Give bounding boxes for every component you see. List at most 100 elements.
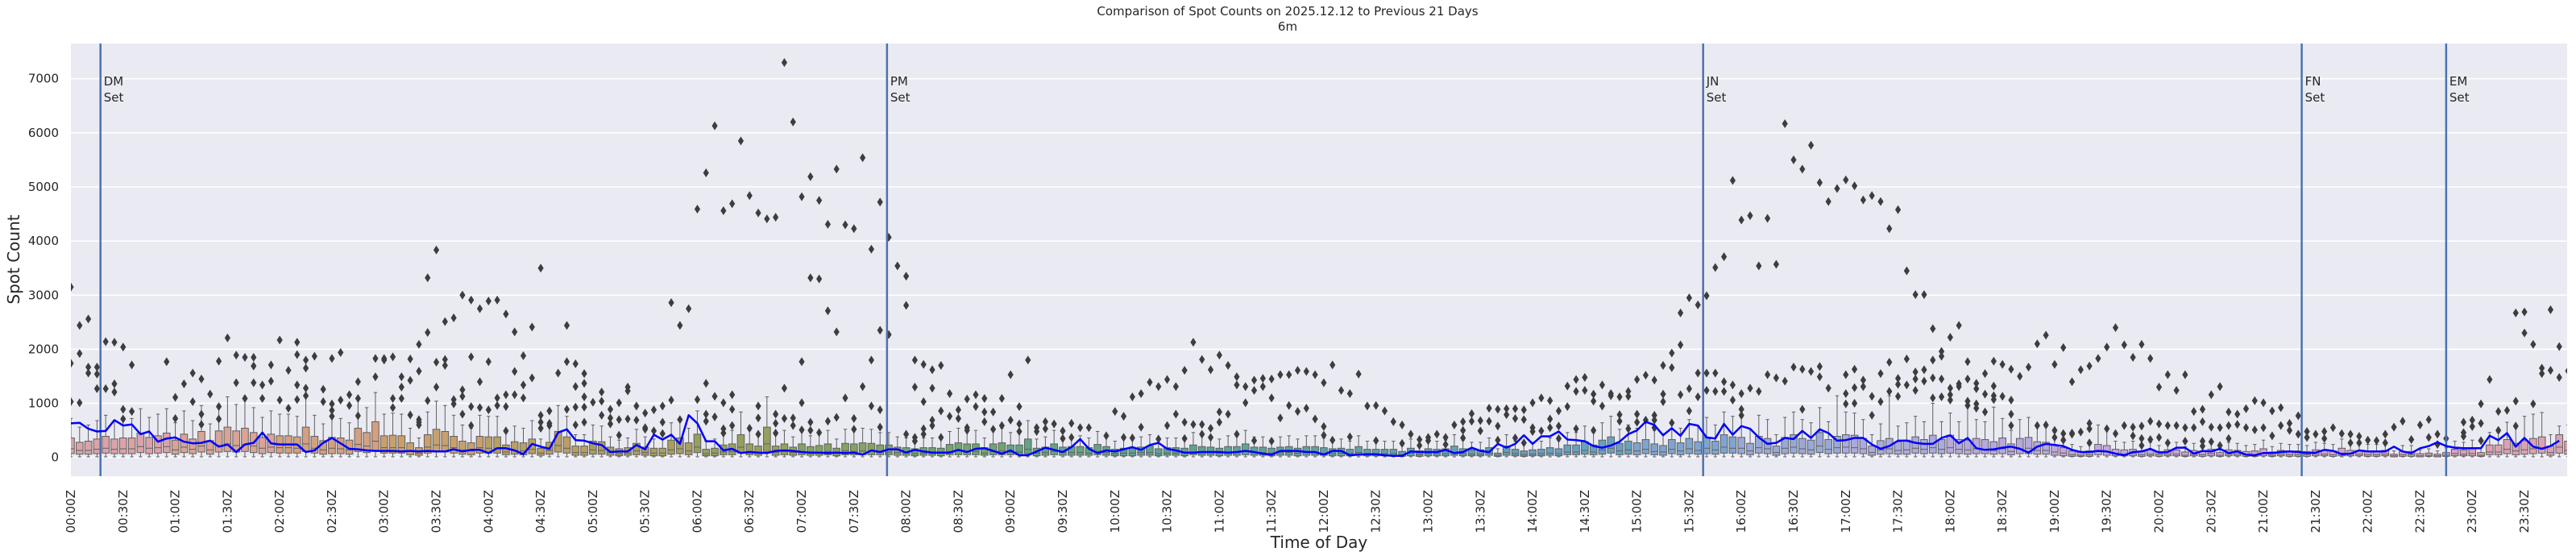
outlier-point (1816, 372, 1823, 382)
outlier-point (824, 417, 832, 426)
outlier-point (1625, 424, 1632, 433)
gridlines (71, 77, 2567, 458)
outlier-point (2478, 418, 2484, 428)
outlier-point (1451, 420, 1458, 429)
x-tick-label: 16:30Z (1786, 490, 1801, 533)
outlier-point (1660, 389, 1666, 399)
box-body (1076, 446, 1085, 456)
x-tick-label: 16:00Z (1734, 490, 1748, 533)
box-body (589, 441, 597, 455)
outlier-point (773, 409, 779, 419)
outlier-point (1164, 421, 1171, 430)
outlier-point (503, 426, 509, 436)
outlier-point (2269, 406, 2275, 416)
x-tick-label: 10:30Z (1160, 490, 1175, 533)
outlier-point (1894, 380, 1902, 389)
box-body (2155, 450, 2163, 457)
outlier-point (2199, 442, 2206, 451)
box-body (1668, 439, 1676, 454)
outlier-point (102, 337, 109, 346)
outlier-point (1721, 252, 1728, 262)
box-body (963, 443, 971, 455)
outlier-point (120, 414, 127, 424)
outlier-point (1903, 355, 1910, 364)
outlier-point (1851, 399, 1858, 409)
outlier-point (1468, 417, 1475, 426)
outlier-point (1417, 435, 1423, 445)
box (1824, 421, 1832, 458)
y-tick-label: 0 (51, 450, 59, 465)
box (310, 414, 319, 458)
outlier-point (1147, 377, 1153, 387)
box-body (110, 438, 118, 454)
outlier-point (1338, 385, 1345, 395)
outlier-point (1799, 164, 1806, 174)
outlier-point (694, 205, 701, 214)
outlier-point (302, 355, 309, 365)
box (1023, 420, 1032, 458)
outlier-point (2155, 419, 2163, 429)
outlier-point (1286, 370, 1292, 380)
x-tick-label: 00:30Z (116, 490, 131, 533)
outlier-point (2278, 403, 2284, 413)
y-tick-label: 7000 (28, 72, 59, 86)
outlier-point (1120, 433, 1127, 442)
outlier-point (85, 368, 92, 378)
set-line-suffix: Set (2305, 90, 2325, 105)
outlier-point (1947, 333, 1953, 342)
box-body (1224, 446, 1232, 456)
outlier-point (2460, 417, 2467, 427)
outlier-point (1999, 392, 2006, 401)
box (223, 396, 232, 458)
outlier-point (920, 359, 927, 369)
outlier-point (599, 387, 605, 396)
outlier-point (512, 367, 518, 376)
outlier-point (1573, 375, 1579, 384)
box-body (1241, 443, 1250, 455)
outlier-point (2391, 422, 2397, 432)
x-tick-label: 04:30Z (533, 490, 548, 533)
outlier-point (2138, 433, 2145, 443)
outlier-point (1851, 364, 1858, 374)
outlier-point (1843, 370, 1849, 380)
box (1981, 421, 1989, 458)
outlier-point (1990, 381, 1997, 391)
box (1154, 439, 1163, 458)
box (1137, 436, 1145, 458)
box (75, 426, 84, 458)
outlier-point (381, 355, 388, 365)
outlier-point (659, 401, 666, 411)
outlier-point (1964, 374, 1971, 384)
outlier-point (180, 379, 187, 388)
outlier-point (1816, 362, 1823, 371)
outlier-point (729, 421, 736, 430)
box-body (1520, 450, 1529, 457)
outlier-point (894, 261, 901, 271)
outlier-point (1990, 395, 1997, 404)
outlier-point (607, 419, 614, 429)
box-body (1529, 449, 1537, 457)
box (2564, 424, 2567, 458)
outlier-point (1495, 421, 1501, 431)
outlier-point (1695, 392, 1701, 402)
box-body (1868, 446, 1876, 456)
box (1728, 416, 1737, 458)
outlier-point (807, 425, 814, 435)
outlier-point (111, 387, 118, 396)
outlier-point (694, 395, 701, 404)
outlier-point (1938, 351, 1945, 361)
outlier-point (2547, 366, 2554, 375)
outlier-point (1234, 429, 1240, 439)
outlier-point (1860, 195, 1866, 205)
outlier-point (2060, 342, 2067, 352)
x-tick-label: 15:30Z (1682, 490, 1696, 533)
box-body (1703, 437, 1711, 454)
box (110, 420, 118, 458)
outlier-point (1669, 348, 1675, 358)
outlier-point (842, 220, 848, 230)
outlier-point (2086, 418, 2093, 428)
outlier-point (1294, 407, 1301, 417)
outlier-point (1033, 426, 1040, 436)
set-line-name: DM (104, 74, 124, 89)
